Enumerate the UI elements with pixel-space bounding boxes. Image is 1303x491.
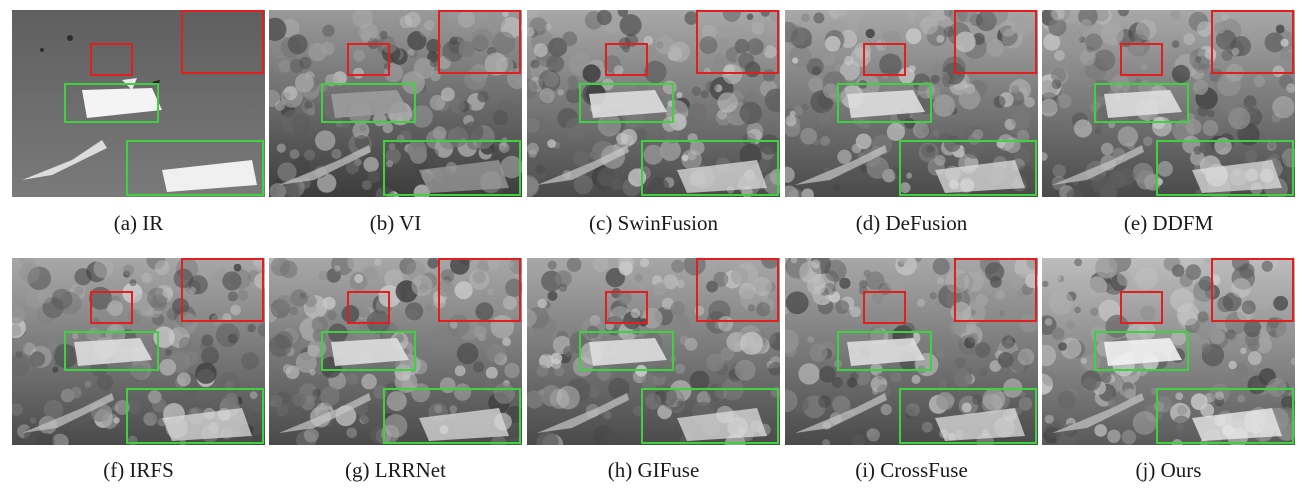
panel-image-10 <box>1042 258 1295 445</box>
zoom-region-red-small <box>863 43 906 76</box>
panel-caption-5: (e) DDFM <box>1123 211 1214 235</box>
zoom-inset-red <box>954 10 1037 74</box>
panel-caption-9: (i) CrossFuse <box>855 458 968 482</box>
panel-caption-2: (b) VI <box>369 211 422 235</box>
zoom-inset-green <box>126 388 264 444</box>
zoom-inset-red <box>438 10 521 74</box>
zoom-inset-green <box>899 388 1037 444</box>
zoom-inset-green <box>1156 140 1294 196</box>
zoom-region-green-small <box>321 331 416 371</box>
panel-caption-10: (j) Ours <box>1135 458 1202 482</box>
panel-image-4 <box>785 10 1038 197</box>
zoom-inset-red <box>696 10 779 74</box>
zoom-inset-red <box>1211 258 1294 322</box>
panel-image-3 <box>527 10 780 197</box>
panel-caption-4: (d) DeFusion <box>855 211 968 235</box>
zoom-region-green-small <box>64 331 159 371</box>
panel-image-9 <box>785 258 1038 445</box>
zoom-region-red-small <box>605 43 648 76</box>
zoom-region-green-small <box>64 83 159 123</box>
panel-caption-3: (c) SwinFusion <box>589 211 718 235</box>
zoom-region-green-small <box>321 83 416 123</box>
zoom-inset-green <box>126 140 264 196</box>
zoom-inset-red <box>1211 10 1294 74</box>
zoom-region-red-small <box>1120 43 1163 76</box>
zoom-region-green-small <box>1094 83 1189 123</box>
zoom-region-red-small <box>90 43 133 76</box>
panel-image-2 <box>269 10 522 197</box>
zoom-inset-green <box>1156 388 1294 444</box>
panel-image-6 <box>12 258 265 445</box>
zoom-region-green-small <box>837 331 932 371</box>
zoom-region-red-small <box>1120 291 1163 324</box>
zoom-region-green-small <box>1094 331 1189 371</box>
zoom-region-green-small <box>579 83 674 123</box>
zoom-inset-green <box>641 388 779 444</box>
zoom-inset-green <box>383 388 521 444</box>
zoom-inset-red <box>954 258 1037 322</box>
panel-caption-6: (f) IRFS <box>103 458 174 482</box>
zoom-inset-green <box>899 140 1037 196</box>
panel-caption-1: (a) IR <box>113 211 164 235</box>
panel-image-1 <box>12 10 265 197</box>
panel-image-8 <box>527 258 780 445</box>
panel-image-7 <box>269 258 522 445</box>
zoom-region-red-small <box>605 291 648 324</box>
zoom-region-red-small <box>863 291 906 324</box>
zoom-region-green-small <box>837 83 932 123</box>
zoom-inset-green <box>641 140 779 196</box>
panel-image-5 <box>1042 10 1295 197</box>
zoom-region-red-small <box>347 43 390 76</box>
zoom-inset-red <box>181 258 264 322</box>
panel-caption-8: (h) GIFuse <box>607 458 700 482</box>
zoom-inset-red <box>181 10 264 74</box>
zoom-inset-red <box>438 258 521 322</box>
zoom-region-green-small <box>579 331 674 371</box>
zoom-region-red-small <box>347 291 390 324</box>
zoom-inset-green <box>383 140 521 196</box>
zoom-region-red-small <box>90 291 133 324</box>
panel-caption-7: (g) LRRNet <box>345 458 446 482</box>
zoom-inset-red <box>696 258 779 322</box>
